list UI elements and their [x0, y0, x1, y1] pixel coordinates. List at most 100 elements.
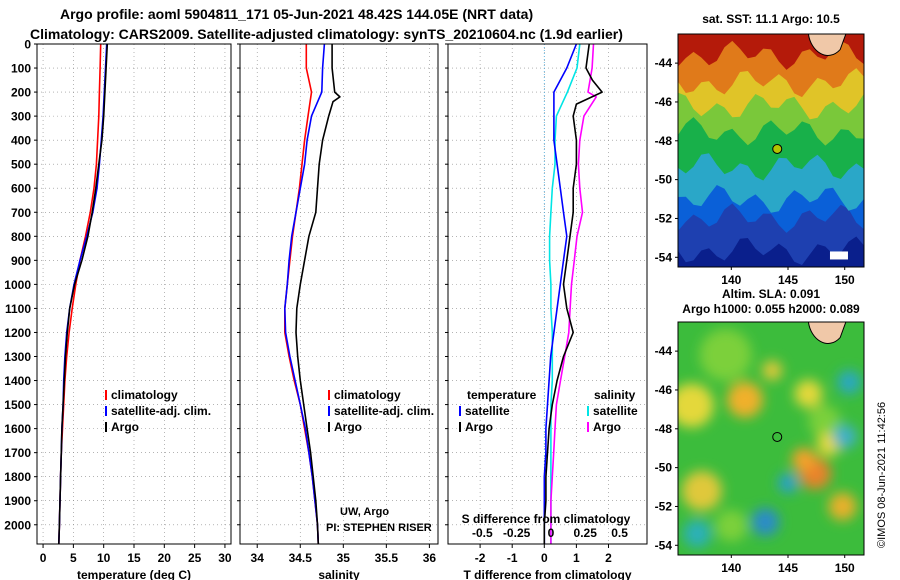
map-x-tick-label: 150 [835, 561, 855, 575]
x2-tick-label: 0 [548, 526, 555, 540]
map-y-tick-label: -50 [655, 173, 673, 187]
y-tick-label: 100 [11, 62, 31, 76]
diff-line-salinity-argo [550, 44, 598, 544]
legend-salinity-1: satellite-adj. clim. [334, 404, 434, 418]
temperature-line-climatology [58, 44, 102, 544]
x-tick-label: 25 [188, 551, 202, 565]
legend-temperature-0: climatology [111, 388, 178, 402]
map-x-tick-label: 150 [835, 273, 855, 287]
y-tick-label: 900 [11, 254, 31, 268]
y-tick-label: 1600 [4, 422, 31, 436]
diff-line-temperature-satellite [543, 44, 578, 544]
x-tick-label: 5 [70, 551, 77, 565]
x2-tick-label: -0.5 [472, 526, 493, 540]
x2-axis-label: S difference from climatology [462, 512, 631, 526]
sla-blob [726, 381, 763, 418]
sla-blobs [678, 329, 862, 548]
sla-blob [791, 447, 816, 472]
map-x-tick-label: 145 [778, 273, 798, 287]
y-tick-label: 1500 [4, 398, 31, 412]
sla-blob [683, 519, 712, 548]
legend-temperature-1: satellite-adj. clim. [111, 404, 211, 418]
temperature-line-argo [58, 44, 109, 544]
legend-salinity-0: climatology [334, 388, 401, 402]
x-axis-label: T difference from climatology [463, 568, 631, 580]
map-y-tick-label: -50 [655, 461, 673, 475]
map-y-tick-label: -52 [655, 211, 673, 225]
sla-blob [778, 473, 799, 494]
map-y-tick-label: -44 [655, 344, 673, 358]
x-tick-label: 10 [97, 551, 111, 565]
x-tick-label: 35.5 [375, 551, 399, 565]
legend-diff-salinity-satellite: satellite [593, 404, 638, 418]
sla-blob [699, 329, 752, 382]
sla-blob [828, 492, 857, 521]
x-tick-label: 2 [605, 551, 612, 565]
sla-blob [678, 383, 714, 428]
panel-frame-salinity [239, 43, 439, 545]
annotation-pi: PI: STEPHEN RISER [326, 522, 432, 534]
y-tick-label: 800 [11, 230, 31, 244]
x-tick-label: 15 [127, 551, 141, 565]
y-tick-label: 1800 [4, 470, 31, 484]
argo-position-marker [772, 431, 783, 442]
x-tick-label: -2 [475, 551, 486, 565]
land-tasmania [807, 34, 847, 56]
x-tick-label: 34 [251, 551, 265, 565]
legend-diff-temperature-title: temperature [467, 388, 537, 402]
y-tick-label: 1400 [4, 374, 31, 388]
y-tick-label: 200 [11, 86, 31, 100]
map-y-tick-label: -54 [655, 538, 673, 552]
sla-blob [832, 424, 857, 449]
y-tick-label: 2000 [4, 518, 31, 532]
x-tick-label: 0 [541, 551, 548, 565]
y-tick-label: 1100 [5, 302, 31, 316]
diff-line-salinity-satellite [548, 44, 581, 544]
salinity-line-climatology [283, 44, 320, 544]
maps-layer [678, 34, 864, 555]
lines-layer [58, 44, 603, 544]
x-tick-label: 35 [337, 551, 351, 565]
y-tick-label: 1300 [4, 350, 31, 364]
x-tick-label: 0 [40, 551, 47, 565]
y-tick-label: 0 [24, 38, 31, 52]
sla-blob [681, 470, 722, 511]
legend-diff-salinity-title: salinity [594, 388, 636, 402]
x-tick-label: 36 [423, 551, 437, 565]
x-axis-label: salinity [318, 568, 360, 580]
x-axis-label: temperature (deg C) [77, 568, 191, 580]
sla-blob [794, 379, 823, 408]
y-tick-label: 300 [11, 110, 31, 124]
y-tick-label: 1900 [4, 494, 31, 508]
y-tick-label: 400 [11, 134, 31, 148]
x2-tick-label: 0.25 [574, 526, 598, 540]
argo-position-marker [772, 143, 783, 154]
land-tasmania [807, 322, 847, 344]
x-tick-label: -1 [507, 551, 518, 565]
sla-blob [837, 370, 862, 395]
salinity-line-satellite-adj-clim- [283, 44, 326, 544]
sst-heatmap [678, 34, 864, 267]
map-x-tick-label: 145 [778, 561, 798, 575]
sla-blob [715, 509, 748, 542]
sla-blob [751, 507, 780, 536]
legend-temperature-2: Argo [111, 420, 139, 434]
x-tick-label: 20 [158, 551, 172, 565]
sla-map-subtitle: Argo h1000: 0.055 h2000: 0.089 [682, 302, 860, 316]
y-tick-label: 1700 [4, 446, 31, 460]
map-x-tick-label: 140 [721, 561, 741, 575]
sla-blob [808, 405, 841, 438]
y-tick-label: 700 [11, 206, 31, 220]
sla-blob [762, 360, 783, 381]
x2-tick-label: -0.25 [503, 526, 531, 540]
sla-map-title: Altim. SLA: 0.091 [722, 287, 820, 301]
map-y-tick-label: -48 [655, 422, 673, 436]
temperature-line-satellite-adj-clim- [58, 44, 108, 544]
annotation-institution: UW, Argo [340, 506, 389, 518]
y-tick-label: 1200 [4, 326, 31, 340]
grid-layer [37, 43, 647, 544]
legend-salinity-2: Argo [334, 420, 362, 434]
map-y-tick-label: -44 [655, 56, 673, 70]
panel-frame-differences [447, 43, 648, 545]
map-y-tick-label: -48 [655, 134, 673, 148]
